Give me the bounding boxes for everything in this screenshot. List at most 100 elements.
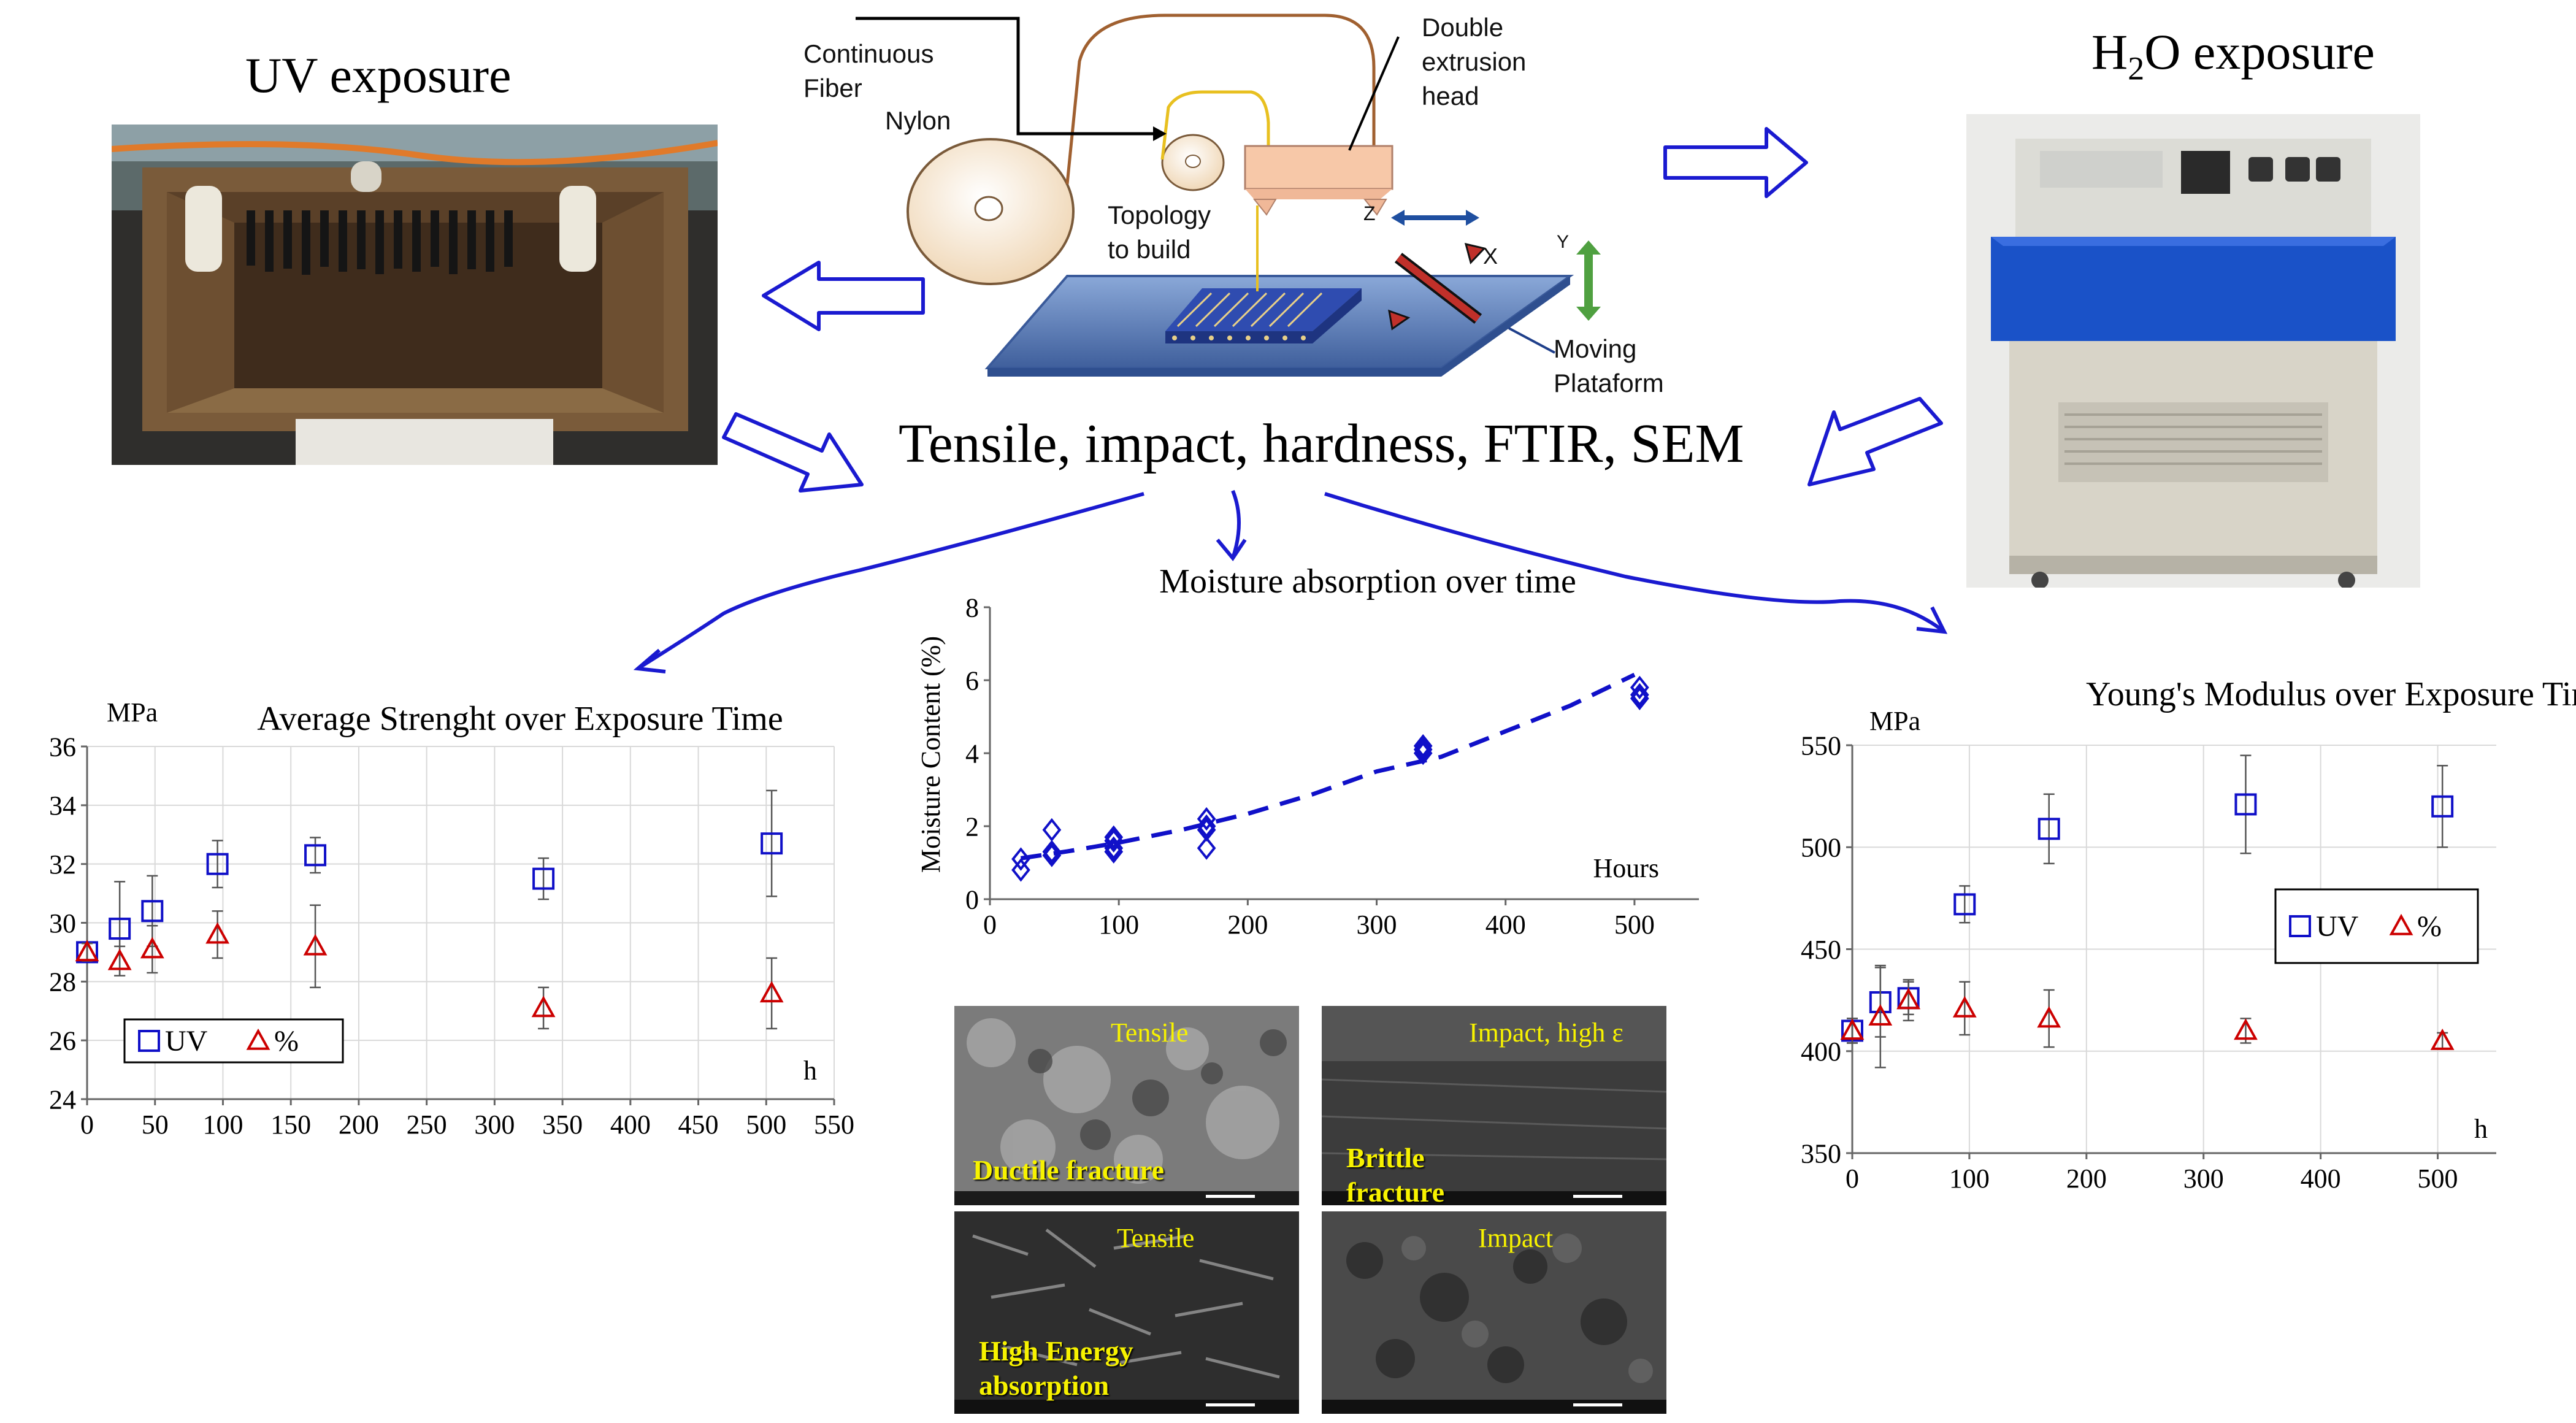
sem-2-note-line1: Brittle xyxy=(1346,1142,1425,1173)
strength-y-tick-label: 34 xyxy=(49,791,76,821)
strength-x-tick-label: 350 xyxy=(542,1110,583,1140)
topology-label: Topology to build xyxy=(1108,198,1211,267)
modulus-point-triangle xyxy=(2234,1018,2258,1040)
head-line1: Double xyxy=(1422,13,1504,42)
strength-x-tick-label: 0 xyxy=(80,1110,94,1140)
strength-legend-marker xyxy=(138,1030,160,1052)
moisture-point-diamond xyxy=(1197,836,1216,860)
platform-line1: Moving xyxy=(1554,334,1637,363)
strength-point-triangle xyxy=(140,937,164,959)
h2o-title-subscript: 2 xyxy=(2128,50,2145,87)
moisture-x-tick-label: 100 xyxy=(1098,910,1139,940)
modulus-point-triangle xyxy=(1952,995,1977,1018)
strength-point-square xyxy=(532,867,555,890)
continuous-fiber-label: Continuous Fiber xyxy=(803,37,933,105)
strength-x-tick-label: 100 xyxy=(202,1110,243,1140)
arrow-to-moisture xyxy=(1231,489,1241,559)
strength-title: Average Strenght over Exposure Time xyxy=(257,700,783,738)
modulus-y-tick-label: 450 xyxy=(1801,935,1841,965)
moisture-y-tick-label: 0 xyxy=(965,884,979,915)
topology-line2: to build xyxy=(1108,235,1191,264)
sem-2-note-line2: fracture xyxy=(1346,1176,1445,1205)
strength-x-tick-label: 50 xyxy=(142,1110,169,1140)
continuous-fiber-line1: Continuous xyxy=(803,39,934,68)
strength-xlabel: h xyxy=(803,1056,817,1086)
h2o-title-prefix: H xyxy=(2091,24,2128,80)
modulus-point-square xyxy=(2431,795,2454,818)
modulus-y-tick-label: 550 xyxy=(1801,731,1841,761)
strength-point-triangle xyxy=(107,948,132,970)
moisture-x-tick-label: 400 xyxy=(1485,910,1526,940)
moisture-point-diamond xyxy=(1104,825,1124,850)
sem-image-impact: Impact xyxy=(1322,1211,1666,1414)
platform-line2: Plataform xyxy=(1554,369,1664,397)
strength-point-triangle xyxy=(205,922,229,944)
strength-y-tick-label: 26 xyxy=(49,1026,76,1056)
moisture-x-tick-label: 300 xyxy=(1357,910,1397,940)
modulus-point-triangle xyxy=(2037,1006,2061,1028)
modulus-x-tick-label: 300 xyxy=(2183,1164,2224,1194)
arrow-uv-to-tests xyxy=(722,412,864,493)
sem-1-label: Tensile xyxy=(1111,1018,1189,1048)
strength-y-tick-label: 30 xyxy=(49,908,76,938)
strength-x-tick-label: 450 xyxy=(678,1110,719,1140)
topology-part xyxy=(1165,288,1362,331)
modulus-y-tick-label: 350 xyxy=(1801,1138,1841,1168)
moisture-point-diamond xyxy=(1042,840,1062,864)
arrow-to-uv xyxy=(762,261,925,331)
strength-x-tick-label: 150 xyxy=(270,1110,311,1140)
moisture-point-diamond xyxy=(1042,818,1062,842)
strength-x-tick-label: 250 xyxy=(407,1110,447,1140)
arrow-to-strength xyxy=(637,492,1144,670)
moisture-chart: 0 100 200 300 400 500 0 2 4 6 8 Moisture absorption… xyxy=(916,562,1699,940)
moisture-trend-line xyxy=(1020,672,1636,861)
sem-4-label: Impact xyxy=(1478,1223,1554,1253)
moisture-ylabel: Moisture Content (%) xyxy=(916,636,946,873)
head-line3: head xyxy=(1422,82,1479,110)
uv-exposure-title: UV exposure xyxy=(245,47,512,103)
moisture-title: Moisture absorption over time xyxy=(1159,562,1576,600)
uv-chamber-photo xyxy=(112,125,718,465)
moisture-y-tick-label: 6 xyxy=(965,665,979,696)
modulus-point-square xyxy=(2037,818,2060,840)
modulus-x-tick-label: 500 xyxy=(2418,1164,2458,1194)
arrow-to-modulus xyxy=(1324,492,1945,634)
h2o-exposure-title: H2O exposure xyxy=(2091,23,2375,87)
strength-point-square xyxy=(109,918,131,940)
moisture-y-tick-label: 2 xyxy=(965,811,979,842)
strength-legend-label: UV xyxy=(165,1025,208,1057)
tests-label: Tensile, impact, hardness, FTIR, SEM xyxy=(899,413,1744,474)
strength-y-tick-label: 28 xyxy=(49,967,76,997)
modulus-xlabel: h xyxy=(2474,1114,2488,1144)
sem-image-tensile-ductile: Tensile Ductile fracture xyxy=(954,1006,1299,1205)
strength-point-triangle xyxy=(75,940,99,962)
strength-y-tick-label: 24 xyxy=(49,1084,76,1114)
modulus-x-tick-label: 100 xyxy=(1949,1164,1990,1194)
strength-ylabel: MPa xyxy=(107,697,158,727)
moisture-x-tick-label: 200 xyxy=(1227,910,1268,940)
extrusion-head-label: Double extrusion head xyxy=(1422,10,1526,113)
sem-3-note-line2: absorption xyxy=(979,1370,1110,1401)
sem-image-impact-brittle: Impact, high ε Brittle fracture xyxy=(1322,1006,1666,1205)
moisture-x-tick-label: 500 xyxy=(1614,910,1655,940)
modulus-point-triangle xyxy=(1868,1004,1893,1026)
modulus-x-tick-label: 400 xyxy=(2301,1164,2341,1194)
strength-point-square xyxy=(206,853,229,875)
modulus-legend-marker xyxy=(2289,915,2311,937)
strength-y-tick-label: 32 xyxy=(49,850,76,880)
platform-label: Moving Plataform xyxy=(1554,332,1664,401)
modulus-point-square xyxy=(2234,793,2257,816)
strength-x-tick-label: 550 xyxy=(814,1110,854,1140)
modulus-y-tick-label: 400 xyxy=(1801,1037,1841,1067)
modulus-legend-label: % xyxy=(2417,910,2442,943)
modulus-legend xyxy=(2274,888,2479,964)
modulus-point-square xyxy=(1953,893,1976,916)
strength-x-tick-label: 300 xyxy=(474,1110,515,1140)
axis-z-label: Z xyxy=(1363,202,1376,224)
moisture-point-diamond xyxy=(1413,734,1433,758)
moisture-point-diamond xyxy=(1630,675,1649,700)
strength-chart: 0 50 100 150 200 250 300 350 400 450 500 550 24 26 28 3… xyxy=(49,697,854,1140)
axis-x-label: X xyxy=(1483,244,1498,269)
modulus-title: Young's Modulus over Exposure Time xyxy=(2086,675,2576,713)
